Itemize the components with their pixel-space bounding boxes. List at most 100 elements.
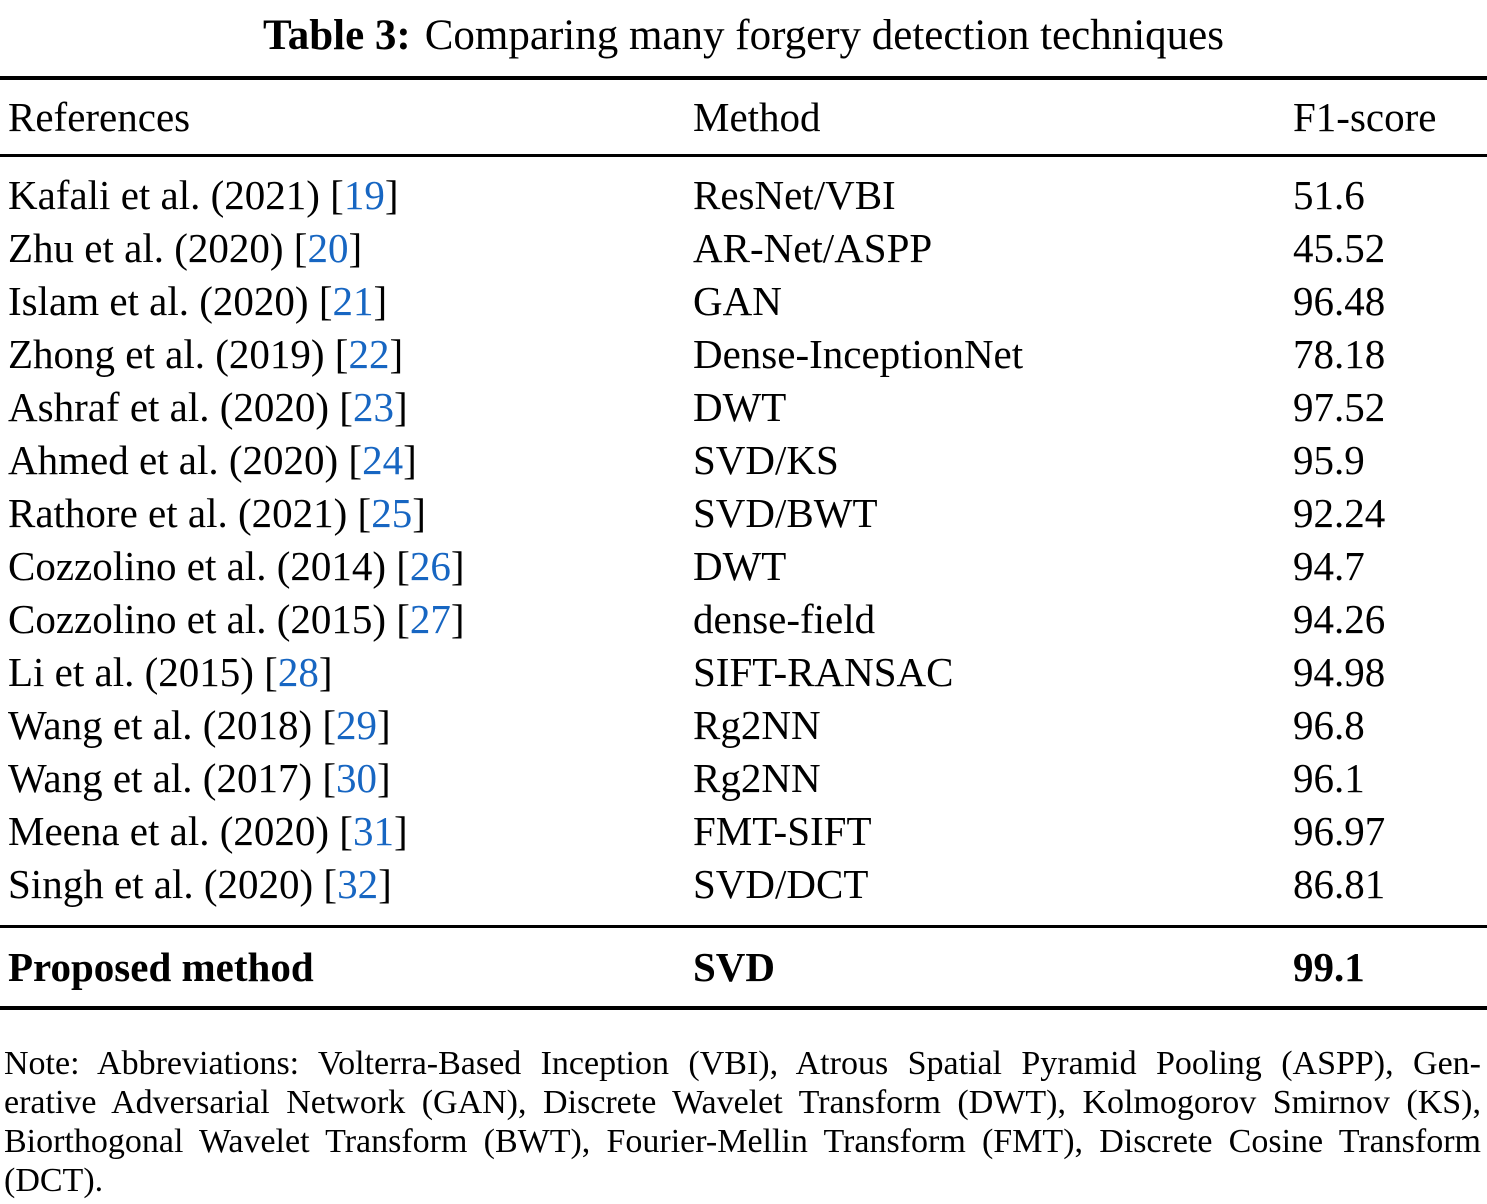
method-cell: DWT (693, 543, 787, 589)
proposed-method-row: Proposed method SVD 99.1 (0, 928, 1487, 1006)
citation-bracket-close: ] (450, 596, 465, 642)
column-header-f1-score: F1-score (1293, 94, 1437, 140)
citation-bracket-close: ] (403, 437, 417, 483)
citation-link[interactable]: 32 (337, 861, 379, 907)
score-cell: 94.98 (1293, 649, 1386, 695)
bottom-rule (0, 1006, 1487, 1010)
table-row: Ahmed et al. (2020) [24] SVD/KS 95.9 (0, 434, 1487, 487)
citation-bracket-close: ] (348, 225, 363, 271)
table-row: Ashraf et al. (2020) [23] DWT 97.52 (0, 381, 1487, 434)
method-cell: GAN (693, 278, 782, 324)
score-cell: 96.1 (1293, 755, 1365, 801)
reference-text: Cozzolino et al. (2015) [ (8, 596, 410, 642)
score-cell: 51.6 (1293, 172, 1365, 218)
citation-link[interactable]: 25 (371, 490, 413, 536)
citation-bracket-close: ] (389, 331, 404, 377)
method-cell: AR-Net/ASPP (693, 225, 933, 271)
reference-text: Ashraf et al. (2020) [ (8, 384, 353, 430)
note-line: Biorthogonal Wavelet Transform (BWT), Fo… (4, 1123, 1481, 1160)
citation-link[interactable]: 23 (352, 384, 394, 430)
reference-cell: Wang et al. (2018) [29] (8, 699, 693, 752)
reference-text: Kafali et al. (2021) [ (8, 172, 344, 218)
method-cell: Rg2NN (693, 755, 821, 801)
reference-cell: Kafali et al. (2021) [19] (8, 169, 693, 222)
score-cell: 95.9 (1293, 437, 1365, 483)
citation-bracket-close: ] (373, 278, 388, 324)
reference-cell: Zhu et al. (2020) [20] (8, 222, 693, 275)
reference-text: Zhu et al. (2020) [ (8, 225, 308, 271)
citation-bracket-close: ] (378, 861, 392, 907)
reference-text: Li et al. (2015) [ (8, 649, 278, 695)
top-rule (0, 76, 1487, 80)
table-row: Li et al. (2015) [28] SIFT-RANSAC 94.98 (0, 646, 1487, 699)
proposed-method-cell: SVD (693, 944, 776, 990)
proposed-score-cell: 99.1 (1293, 944, 1365, 990)
table-row: Cozzolino et al. (2014) [26] DWT 94.7 (0, 540, 1487, 593)
reference-cell: Li et al. (2015) [28] (8, 646, 693, 699)
pre-proposed-rule (0, 925, 1487, 928)
reference-cell: Wang et al. (2017) [30] (8, 752, 693, 805)
citation-link[interactable]: 24 (362, 437, 404, 483)
citation-bracket-close: ] (450, 543, 465, 589)
score-cell: 45.52 (1293, 225, 1386, 271)
table-caption-label: Table 3: (262, 12, 411, 59)
citation-link[interactable]: 27 (409, 596, 451, 642)
table-row: Singh et al. (2020) [32] SVD/DCT 86.81 (0, 858, 1487, 911)
table-row: Rathore et al. (2021) [25] SVD/BWT 92.24 (0, 487, 1487, 540)
method-cell: SIFT-RANSAC (693, 649, 954, 695)
method-cell: dense-field (693, 596, 876, 642)
column-header-method: Method (693, 94, 821, 140)
reference-text: Meena et al. (2020) [ (8, 808, 353, 854)
table-row: Wang et al. (2017) [30] Rg2NN 96.1 (0, 752, 1487, 805)
citation-link[interactable]: 26 (409, 543, 451, 589)
table-caption-text: Comparing many forgery detection techniq… (424, 12, 1224, 59)
score-cell: 94.7 (1293, 543, 1365, 589)
citation-link[interactable]: 30 (336, 755, 377, 801)
score-cell: 96.8 (1293, 702, 1365, 748)
table-row: Islam et al. (2020) [21] GAN 96.48 (0, 275, 1487, 328)
reference-cell: Ashraf et al. (2020) [23] (8, 381, 693, 434)
citation-link[interactable]: 31 (352, 808, 394, 854)
reference-text: Singh et al. (2020) [ (8, 861, 338, 907)
score-cell: 92.24 (1293, 490, 1386, 536)
citation-bracket-close: ] (384, 172, 399, 218)
score-cell: 96.48 (1293, 278, 1386, 324)
citation-link[interactable]: 19 (343, 172, 385, 218)
reference-cell: Singh et al. (2020) [32] (8, 858, 693, 911)
citation-link[interactable]: 28 (277, 649, 319, 695)
table-row: Cozzolino et al. (2015) [27] dense-field 9… (0, 593, 1487, 646)
citation-link[interactable]: 21 (332, 278, 374, 324)
method-cell: Rg2NN (693, 702, 821, 748)
score-cell: 96.97 (1293, 808, 1386, 854)
citation-link[interactable]: 29 (336, 702, 377, 748)
reference-cell: Zhong et al. (2019) [22] (8, 328, 693, 381)
column-header-references: References (8, 94, 191, 140)
table-row: Meena et al. (2020) [31] FMT-SIFT 96.97 (0, 805, 1487, 858)
method-cell: SVD/BWT (693, 490, 878, 536)
table-body: Kafali et al. (2021) [19] ResNet/VBI 51.6 Z… (0, 157, 1487, 911)
method-cell: ResNet/VBI (693, 172, 896, 218)
reference-cell: Ahmed et al. (2020) [24] (8, 434, 693, 487)
header-rule (0, 154, 1487, 157)
reference-cell: Cozzolino et al. (2015) [27] (8, 593, 693, 646)
citation-link[interactable]: 22 (348, 331, 390, 377)
citation-link[interactable]: 20 (307, 225, 349, 271)
reference-cell: Meena et al. (2020) [31] (8, 805, 693, 858)
score-cell: 97.52 (1293, 384, 1386, 430)
reference-text: Wang et al. (2018) [ (8, 702, 336, 748)
reference-text: Cozzolino et al. (2014) [ (8, 543, 410, 589)
table-note: Note: Abbreviations: Volterra-Based Ince… (0, 1044, 1487, 1200)
proposed-reference-cell: Proposed method (8, 944, 314, 990)
table-row: Zhu et al. (2020) [20] AR-Net/ASPP 45.52 (0, 222, 1487, 275)
reference-text: Islam et al. (2020) [ (8, 278, 333, 324)
reference-cell: Islam et al. (2020) [21] (8, 275, 693, 328)
reference-text: Wang et al. (2017) [ (8, 755, 336, 801)
table-header-row: References Method F1-score (0, 80, 1487, 154)
citation-bracket-close: ] (393, 384, 408, 430)
method-cell: DWT (693, 384, 787, 430)
citation-bracket-close: ] (412, 490, 426, 536)
reference-text: Zhong et al. (2019) [ (8, 331, 349, 377)
reference-cell: Rathore et al. (2021) [25] (8, 487, 693, 540)
reference-text: Ahmed et al. (2020) [ (8, 437, 363, 483)
